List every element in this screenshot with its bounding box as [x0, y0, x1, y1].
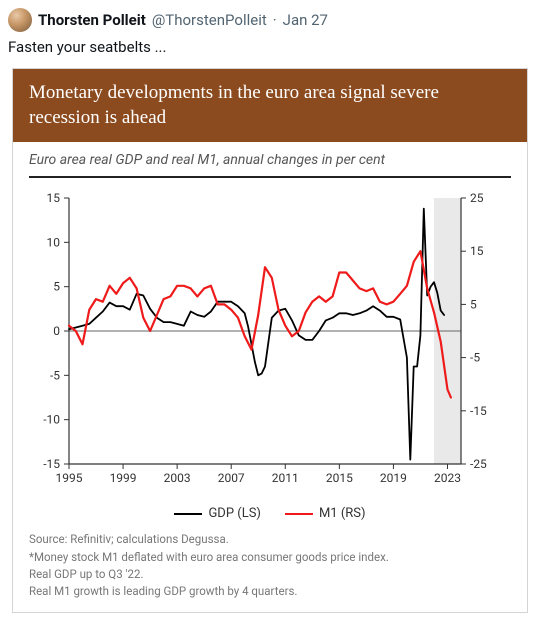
svg-text:5: 5 [470, 298, 477, 312]
svg-text:-15: -15 [470, 404, 487, 418]
line-chart-svg: -15 -10 -5 0 5 10 15 -25 -15 -5 5 15 25 1995 1999 2003 2… [29, 186, 499, 506]
svg-text:-25: -25 [470, 457, 487, 471]
avatar[interactable] [8, 8, 32, 32]
chart-subtitle: Euro area real GDP and real M1, annual c… [13, 142, 527, 176]
svg-text:-5: -5 [470, 351, 480, 365]
svg-text:5: 5 [53, 280, 60, 294]
tweet-handle[interactable]: @ThorstenPolleit [152, 11, 267, 29]
tweet-date[interactable]: Jan 27 [283, 11, 328, 29]
svg-text:-5: -5 [50, 369, 60, 383]
svg-text:2023: 2023 [434, 471, 461, 485]
legend-label: M1 (RS) [319, 506, 366, 521]
svg-text:0: 0 [53, 324, 60, 338]
chart-card: Monetary developments in the euro area s… [12, 68, 528, 613]
tweet-header: Thorsten Polleit @ThorstenPolleit · Jan … [8, 8, 532, 32]
legend-swatch [174, 513, 202, 516]
svg-text:1995: 1995 [56, 471, 83, 485]
display-name[interactable]: Thorsten Polleit [38, 11, 146, 29]
tweet-separator: · [273, 11, 277, 29]
chart-legend: GDP (LS) M1 (RS) [13, 506, 527, 525]
svg-text:2015: 2015 [326, 471, 353, 485]
svg-text:15: 15 [47, 191, 61, 205]
svg-text:-15: -15 [43, 457, 60, 471]
legend-swatch [285, 513, 313, 516]
svg-text:2007: 2007 [218, 471, 245, 485]
svg-text:10: 10 [47, 236, 61, 250]
legend-item-gdp: GDP (LS) [174, 506, 261, 521]
chart-plot-area: -15 -10 -5 0 5 10 15 -25 -15 -5 5 15 25 1995 1999 2003 2… [13, 178, 527, 506]
chart-title-banner: Monetary developments in the euro area s… [13, 69, 527, 142]
legend-item-m1: M1 (RS) [285, 506, 366, 521]
footnote-line: *Money stock M1 deflated with euro area … [29, 549, 511, 566]
svg-text:25: 25 [470, 191, 484, 205]
chart-footnotes: Source: Refinitiv; calculations Degussa.… [13, 525, 527, 612]
footnote-line: Real M1 growth is leading GDP growth by … [29, 583, 511, 600]
footnote-line: Real GDP up to Q3 '22. [29, 566, 511, 583]
svg-text:15: 15 [470, 245, 484, 259]
svg-text:2011: 2011 [272, 471, 299, 485]
svg-text:2019: 2019 [380, 471, 407, 485]
footnote-line: Source: Refinitiv; calculations Degussa. [29, 531, 511, 548]
svg-text:-10: -10 [43, 413, 60, 427]
tweet-container: Thorsten Polleit @ThorstenPolleit · Jan … [0, 0, 540, 56]
tweet-text: Fasten your seatbelts ... [8, 38, 532, 56]
svg-text:1999: 1999 [110, 471, 137, 485]
legend-label: GDP (LS) [208, 506, 261, 521]
svg-text:2003: 2003 [164, 471, 191, 485]
